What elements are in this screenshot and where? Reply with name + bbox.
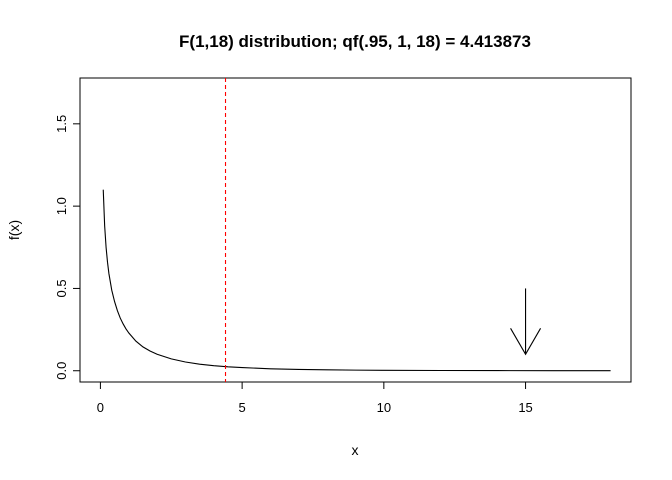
y-tick-label: 0.0 [54,362,69,380]
x-tick-label: 5 [239,400,246,415]
y-axis: 0.0 0.5 1.0 1.5 [54,115,81,380]
x-axis-label: x [352,442,359,458]
y-axis-label: f(x) [6,220,22,240]
x-tick-label: 10 [377,400,391,415]
y-tick-label: 0.5 [54,279,69,297]
y-tick-label: 1.0 [54,197,69,215]
arrow-head [510,328,542,356]
x-tick-label: 0 [97,400,104,415]
x-tick-label: 15 [518,400,532,415]
x-axis: 0 5 10 15 [97,381,533,415]
plot-frame [79,77,632,383]
density-curve [102,189,611,372]
y-tick-label: 1.5 [54,115,69,133]
chart-title: F(1,18) distribution; qf(.95, 1, 18) = 4… [179,32,531,51]
plot-marks [102,78,611,382]
